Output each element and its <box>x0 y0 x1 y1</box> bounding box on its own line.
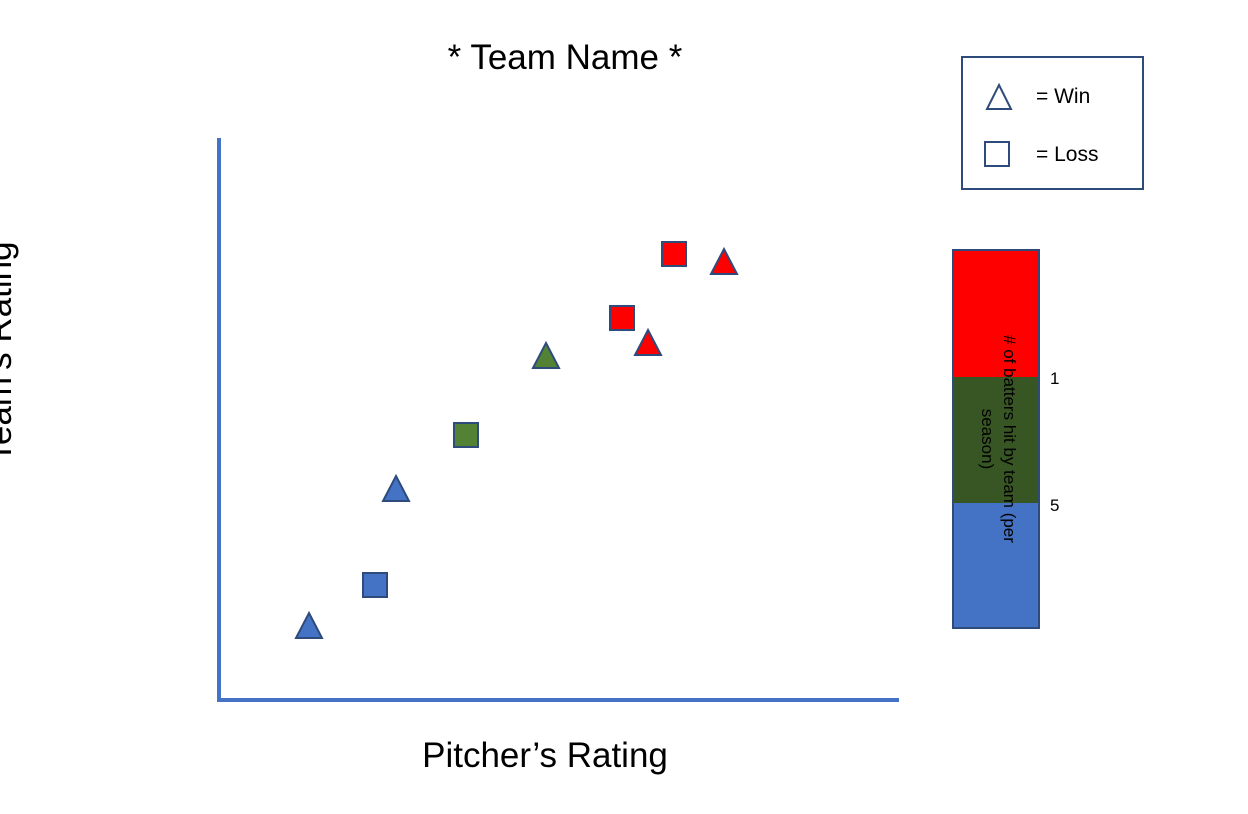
data-point-square <box>609 305 635 331</box>
colorbar-segment-mid <box>954 377 1038 503</box>
colorbar <box>952 249 1040 629</box>
triangle-icon <box>985 82 1013 110</box>
axes <box>217 138 899 702</box>
data-point-triangle <box>294 610 324 639</box>
square-icon <box>984 141 1010 167</box>
colorbar-segment-low <box>954 503 1038 627</box>
colorbar-tick-5: 5 <box>1050 496 1060 515</box>
x-axis-label: Pitcher’s Rating <box>422 736 668 775</box>
data-point-triangle <box>381 473 411 502</box>
data-point-square <box>362 572 388 598</box>
data-marks <box>294 241 739 639</box>
data-point-square <box>453 422 479 448</box>
data-point-triangle <box>633 327 663 356</box>
data-point-square <box>661 241 687 267</box>
colorbar-label: # of batters hit by team (per season) <box>978 335 1019 543</box>
data-point-triangle <box>531 340 561 369</box>
legend-label-win: = Win <box>1036 85 1091 108</box>
legend-label-loss: = Loss <box>1036 143 1099 166</box>
colorbar-tick-1: 1 <box>1050 369 1060 388</box>
legend: = Win = Loss <box>961 56 1144 190</box>
data-point-triangle <box>709 246 739 275</box>
colorbar-segment-high <box>954 251 1038 377</box>
chart-title: * Team Name * <box>447 38 683 77</box>
